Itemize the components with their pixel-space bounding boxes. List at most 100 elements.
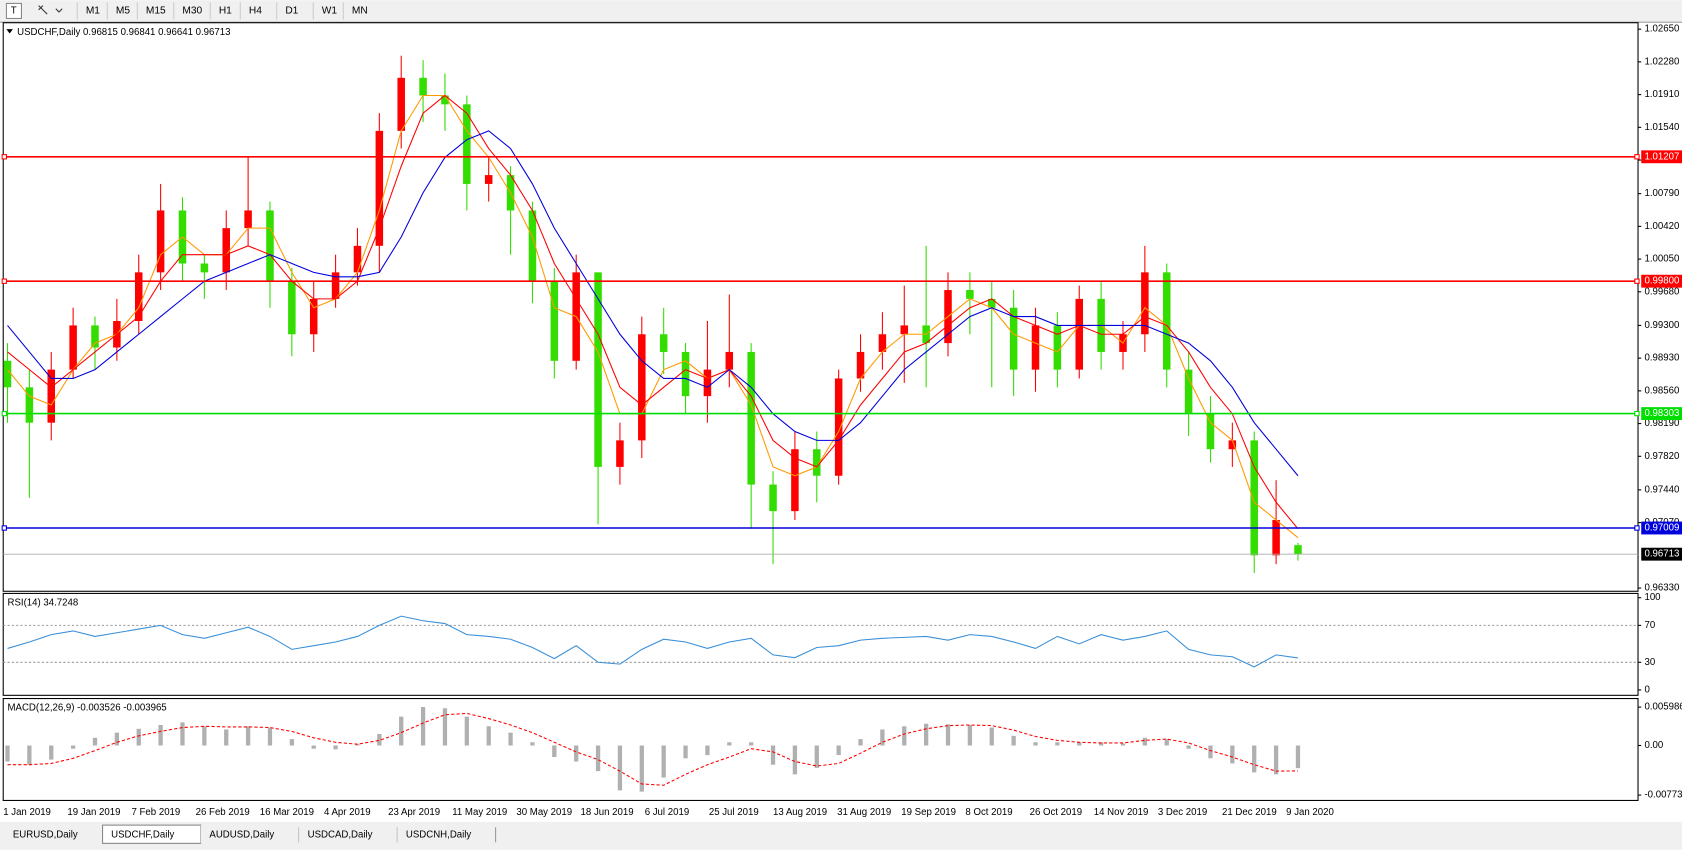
candle-body [834,378,843,476]
y-tick-label: 0.98190 [1644,418,1679,429]
candle-body [747,351,755,485]
chart-tab[interactable] [200,825,300,844]
y-tick-label: 1.00420 [1644,221,1679,232]
macd-bar [202,726,207,746]
chart-tab-label[interactable]: USDCAD,Daily [308,829,373,840]
text-tool-icon[interactable] [5,2,22,19]
tools-icon[interactable] [38,5,63,15]
moving-average [7,130,1299,477]
toolbar [0,0,1682,22]
candle-body [856,351,865,379]
timeframe-label[interactable]: M5 [116,6,130,17]
level-handle[interactable] [1,525,7,531]
macd-bar [486,726,491,746]
x-tick-label: 25 Jul 2019 [709,807,759,818]
y-tick-label: -0.007737 [1644,790,1682,801]
candle-body [1206,413,1215,450]
macd-bar [267,727,273,746]
level-label: 0.96713 [1644,549,1679,560]
macd-bar [333,745,338,750]
timeframe-label[interactable]: W1 [322,6,338,17]
macd-bar [989,727,994,746]
macd-bar [727,742,732,746]
macd-bar [1033,742,1038,746]
y-tick-label: 100 [1644,592,1660,603]
macd-bar [661,745,666,778]
level-handle[interactable] [1634,410,1640,417]
y-tick-label: 0 [1644,685,1649,696]
level-handle[interactable] [1634,525,1640,531]
candle-body [1031,325,1040,370]
x-tick-label: 23 Apr 2019 [388,807,440,818]
timeframe-label[interactable]: M1 [86,6,100,17]
candle-body [244,210,252,229]
candle-body [91,325,99,348]
candle-body [1228,440,1237,450]
chart-tab-label[interactable]: USDCHF,Daily [111,829,174,840]
candle-body [638,334,646,441]
y-tick-label: 70 [1644,620,1655,631]
candle-body [616,440,624,467]
macd-bar [639,745,644,792]
timeframe-label[interactable]: H4 [249,6,262,17]
x-tick-label: 31 Aug 2019 [837,807,891,818]
level-label: 0.99800 [1644,276,1679,287]
candle-body [659,334,668,352]
macd-bar [377,733,382,746]
y-tick-label: 0.005986 [1644,702,1682,713]
timeframe-label[interactable]: M15 [146,6,166,17]
level-handle[interactable] [1634,278,1640,284]
candle-body [878,334,887,352]
chart-tab-label[interactable]: USDCNH,Daily [406,829,472,840]
level-handle[interactable] [1,410,7,417]
macd-bar [464,716,469,746]
macd-bar [1273,745,1279,775]
level-handle[interactable] [1634,154,1640,160]
level-handle[interactable] [1,154,7,160]
rsi-line [7,615,1299,668]
chart-tab[interactable] [4,825,103,844]
macd-bar [749,742,754,746]
macd-bar [705,745,710,756]
chart-tab[interactable] [397,825,496,844]
y-tick-label: 0.99300 [1644,320,1679,331]
x-tick-label: 30 May 2019 [516,807,572,818]
x-tick-label: 26 Feb 2019 [196,807,250,818]
macd-bar [420,707,426,746]
level-label-bg [1641,150,1682,164]
candle-body [419,77,427,96]
candle-body [988,298,996,308]
macd-bar [1208,745,1213,759]
candle-body [200,263,209,273]
candle-body [1250,440,1258,556]
macd-bar [114,732,120,746]
macd-bar [902,726,907,746]
macd-bar [836,745,841,756]
moving-average [7,94,1299,530]
x-tick-label: 26 Oct 2019 [1030,807,1083,818]
timeframe-label[interactable]: MN [352,6,368,17]
macd-bar [923,723,929,746]
macd-bar [814,745,819,768]
candle-body [441,95,449,105]
timeframe-label[interactable]: M30 [182,6,202,17]
level-handle[interactable] [1,278,7,284]
candle-body [703,369,712,397]
candle-body [769,484,777,512]
chart-tab-label[interactable]: EURUSD,Daily [13,829,78,840]
chart-tab[interactable] [299,825,398,844]
level-label-bg [1641,521,1682,535]
chart-tab-label[interactable]: AUDUSD,Daily [209,829,274,840]
timeframe-label[interactable]: D1 [285,6,298,17]
candle-body [725,351,734,370]
candle-body [3,360,12,388]
timeframe-label[interactable]: H1 [219,6,232,17]
macd-bar [792,745,798,775]
text-tool-glyph: T [11,5,17,16]
x-tick-label: 16 Mar 2019 [260,807,314,818]
macd-bar [858,739,863,746]
macd-bar [180,722,185,746]
candle-body [331,272,340,299]
macd-bar [574,745,579,762]
x-tick-label: 6 Jul 2019 [645,807,690,818]
